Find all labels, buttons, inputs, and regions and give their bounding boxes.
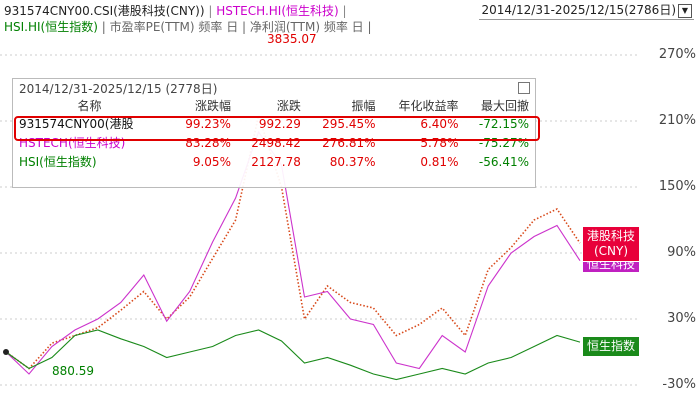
chart-series [3, 112, 581, 381]
header-line-1-segment-1: | [204, 4, 217, 18]
table-cell: 992.29 [258, 116, 301, 131]
series-line-hsi [5, 329, 581, 381]
table-row[interactable]: HSI(恒生指数) 9.05% 2127.78 80.37% 0.81% -56.41% [13, 152, 535, 171]
column-header[interactable]: 最大回撤 [480, 98, 529, 113]
series-line-hstech [5, 130, 581, 375]
max-value-label: 3835.07 [267, 32, 317, 46]
table-cell: 99.23% [185, 116, 231, 131]
y-tick-label: 270% [658, 47, 696, 62]
header-line-1-segment-0: 931574CNY00.CSI(港股科技(CNY)) [4, 4, 205, 18]
column-header[interactable]: 振幅 [351, 98, 376, 113]
table-cell: 6.40% [420, 116, 459, 131]
table-cell: 9.05% [192, 154, 231, 169]
table-cell: 0.81% [420, 154, 459, 169]
stats-panel: 2014/12/31-2025/12/15 (2778日) 名称 涨跌幅 涨跌 振幅 年… [12, 78, 536, 188]
y-tick-label: 210% [658, 113, 696, 128]
table-cell: -72.15% [478, 116, 529, 131]
tag-tech-line1: 港股科技 [587, 229, 636, 243]
stats-panel-title: 2014/12/31-2025/12/15 (2778日) [19, 82, 218, 96]
header-line-1-segment-2: HSTECH.HI(恒生科技) [216, 4, 339, 18]
tag-hstech: 恒生科技 [583, 262, 640, 272]
tag-hsi: 恒生指数 [583, 337, 640, 356]
dropdown-arrow-icon: ▼ [678, 3, 692, 18]
header-line-2-segment-0: HSI.HI(恒生指数) [4, 20, 98, 34]
header-line-1-segment-3: | [338, 4, 347, 18]
table-row[interactable]: 931574CNY00(港股 99.23% 992.29 295.45% 6.40% -7… [13, 114, 535, 133]
column-header[interactable]: 年化收益率 [398, 98, 459, 113]
date-range-text: 2014/12/31-2025/12/15(2786日) [481, 3, 676, 17]
column-header[interactable]: 涨跌幅 [194, 98, 231, 113]
row-name: 931574CNY00(港股 [19, 117, 134, 131]
row-name: HSI(恒生指数) [19, 155, 97, 169]
start-marker [3, 349, 9, 355]
y-tick-label: 90% [667, 245, 696, 260]
table-cell: 295.45% [322, 116, 376, 131]
table-cell: -56.41% [478, 154, 529, 169]
tag-tech: 港股科技 (CNY) [583, 227, 640, 261]
y-tick-label: -30% [662, 377, 696, 392]
column-header[interactable]: 涨跌 [276, 98, 301, 113]
date-range-selector[interactable]: 2014/12/31-2025/12/15(2786日) ▼ [479, 1, 694, 20]
stats-header-row: 名称 涨跌幅 涨跌 振幅 年化收益率 最大回撤 [13, 96, 535, 114]
table-cell: 80.37% [329, 154, 376, 169]
panel-maximize-icon[interactable] [518, 82, 530, 94]
header-line-1: 931574CNY00.CSI(港股科技(CNY)) | HSTECH.HI(恒… [4, 2, 347, 19]
header-line-2-segment-1: | 市盈率PE(TTM) 频率 日 | 净利润(TTM) 频率 日 | [97, 20, 372, 34]
highlight-box [14, 116, 540, 141]
column-header[interactable]: 名称 [77, 98, 102, 113]
tag-tech-line2: (CNY) [593, 244, 629, 258]
y-tick-label: 150% [658, 179, 696, 194]
min-value-label: 880.59 [52, 364, 94, 378]
y-tick-label: 30% [667, 311, 696, 326]
series-line-tech [5, 112, 581, 370]
header-line-2: HSI.HI(恒生指数) | 市盈率PE(TTM) 频率 日 | 净利润(TTM… [4, 18, 372, 35]
table-cell: 2127.78 [251, 154, 301, 169]
